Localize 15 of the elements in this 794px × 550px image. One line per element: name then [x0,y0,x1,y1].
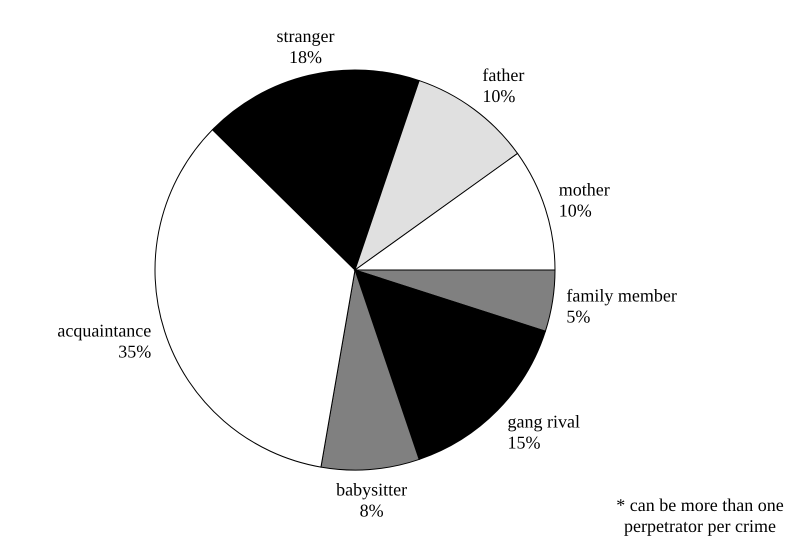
data-label: 10% [558,200,592,221]
data-label: 35% [118,341,152,362]
data-label: 10% [482,86,516,106]
data-label: 18% [289,47,322,68]
data-label: 5% [566,306,590,327]
slice-label: babysitter [336,479,408,500]
slice-label: family member [566,286,677,306]
slice-label: mother [558,180,610,200]
slice-label: gang rival [507,411,580,432]
text: * can be more than one perpetrator per crime [616,495,784,536]
slice-label: stranger [276,26,335,46]
data-label: 8% [360,500,384,520]
slice-label: acquaintance [57,320,152,340]
slice-label: father [482,65,524,86]
data-label: 15% [507,432,540,452]
